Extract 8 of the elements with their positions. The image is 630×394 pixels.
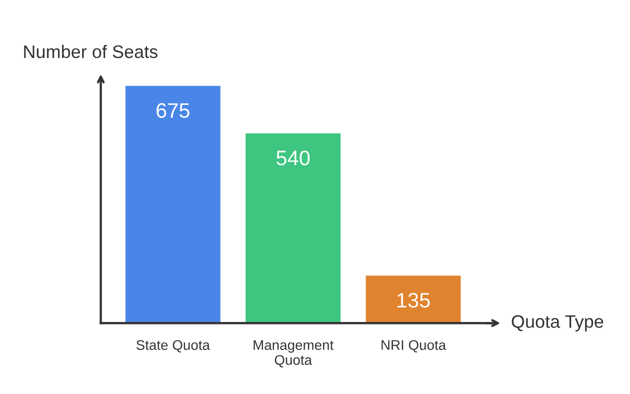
x-tick-label: State Quota xyxy=(136,340,210,352)
data-label: 135 xyxy=(397,292,430,308)
data-label: 675 xyxy=(156,103,190,118)
x-tick-label: Management Quota xyxy=(254,340,334,368)
data-label: 540 xyxy=(276,150,310,166)
x-axis-title: Quota Type xyxy=(512,315,604,332)
y-axis-title: Number of Seats xyxy=(24,44,158,58)
x-tick-label: NRI Quota xyxy=(382,340,446,352)
